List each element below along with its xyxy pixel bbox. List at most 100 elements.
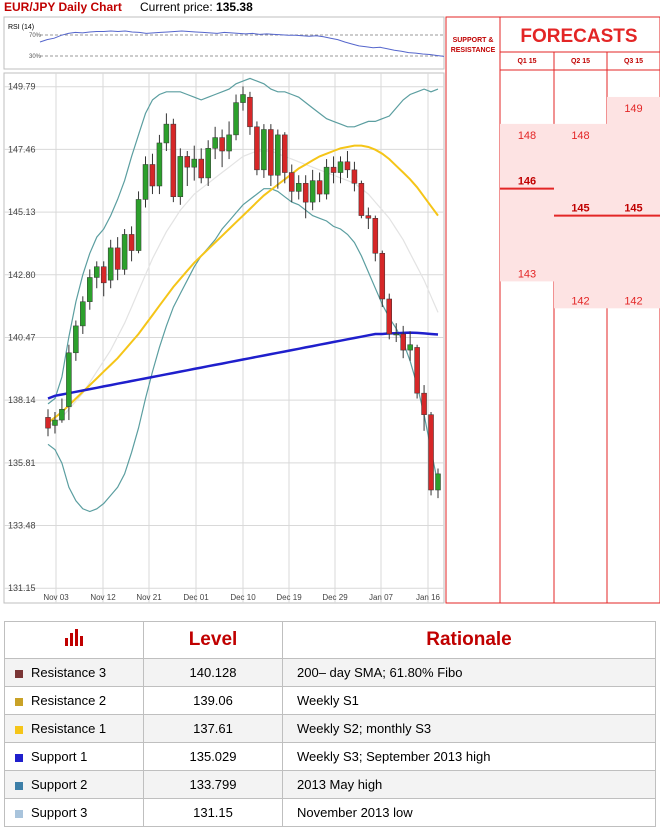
candle-body (344, 161, 351, 171)
x-tick-label: Dec 10 (230, 593, 256, 602)
rsi-level-30-label: 30% (29, 54, 42, 60)
level-swatch (15, 725, 23, 734)
table-row: Support 1 135.029 Weekly S3; September 201… (4, 742, 656, 771)
y-tick-label: 138.14 (8, 395, 36, 405)
row-name-text: Support 1 (31, 749, 88, 764)
candle-body (282, 134, 288, 173)
row-rationale: November 2013 low (282, 798, 656, 827)
row-name-text: Resistance 1 (31, 721, 107, 736)
x-tick-label: Dec 29 (322, 593, 348, 602)
row-level: 135.029 (143, 742, 283, 771)
candle-body (149, 164, 156, 187)
forecast-main-label: 145 (624, 203, 642, 215)
forecast-low-label: 143 (518, 268, 536, 280)
table-header-rationale: Rationale (282, 621, 656, 659)
candle-body (233, 102, 239, 136)
forecast-range (500, 123, 554, 282)
table-row: Resistance 3 140.128 200– day SMA; 61.80% … (4, 658, 656, 687)
forecast-main-label: 146 (518, 176, 536, 188)
candle-body (100, 266, 107, 284)
table-row: Resistance 2 139.06 Weekly S1 (4, 686, 656, 715)
candle-body (435, 473, 441, 491)
level-swatch (15, 669, 23, 678)
candle-body (240, 94, 246, 103)
candle-body (184, 156, 191, 168)
current-price: Current price: 135.38 (140, 0, 253, 14)
candle-body (52, 419, 58, 426)
candle-body (358, 183, 365, 216)
row-name: Support 1 (4, 742, 144, 771)
forecast-quarter: Q3 15 (624, 58, 643, 65)
candle-body (219, 137, 225, 152)
forecast-low-label: 142 (624, 295, 642, 307)
y-tick-label: 131.15 (8, 583, 36, 593)
candle-body (156, 142, 163, 187)
x-tick-label: Dec 01 (183, 593, 209, 602)
current-price-label: Current price: (140, 0, 213, 14)
candle-body (170, 123, 177, 198)
candle-body (254, 126, 260, 171)
x-tick-label: Jan 07 (369, 593, 394, 602)
support-header-line-1: SUPPORT & (453, 37, 494, 44)
forecast-low-label: 142 (571, 295, 589, 307)
row-rationale: Weekly S2; monthly S3 (282, 714, 656, 743)
price-panel (3, 72, 445, 604)
candle-body (414, 347, 420, 394)
candle-body (212, 137, 218, 149)
row-name: Resistance 2 (4, 686, 144, 715)
row-rationale: 200– day SMA; 61.80% Fibo (282, 658, 656, 687)
candle-body (386, 298, 392, 335)
forecast-high-label: 148 (518, 130, 536, 142)
table-header-icon (4, 621, 144, 659)
x-tick-label: Nov 12 (90, 593, 116, 602)
current-price-value: 135.38 (216, 0, 253, 14)
candle-body (393, 333, 399, 336)
level-swatch (15, 753, 23, 762)
series-line-bollinger-lower (47, 188, 439, 513)
y-tick-label: 133.48 (8, 521, 36, 531)
row-level: 140.128 (143, 658, 283, 687)
candle-body (268, 129, 274, 176)
candle-body (73, 325, 79, 354)
candle-body (275, 134, 281, 176)
candle-body (59, 409, 65, 421)
candle-body (198, 158, 204, 179)
y-tick-label: 147.46 (8, 144, 36, 154)
candle-body (309, 180, 316, 203)
candle-body (330, 166, 337, 173)
candle-body (45, 417, 51, 429)
candle-body (323, 166, 330, 195)
candle-body (135, 199, 142, 251)
table-row: Support 3 131.15 November 2013 low (4, 798, 656, 827)
row-level: 133.799 (143, 770, 283, 799)
x-tick-label: Jan 16 (416, 593, 441, 602)
forecast-range (607, 96, 660, 309)
forecast-high-label: 149 (624, 103, 642, 115)
table-header-level: Level (143, 621, 283, 659)
row-rationale: Weekly S3; September 2013 high (282, 742, 656, 771)
series-line-bollinger-upper (47, 77, 439, 405)
rsi-label: RSI (14) (8, 24, 34, 31)
y-tick-label: 145.13 (8, 207, 36, 217)
level-swatch (15, 781, 23, 790)
table-row: Support 2 133.799 2013 May high (4, 770, 656, 799)
row-name: Resistance 1 (4, 714, 144, 743)
y-tick-label: 142.80 (8, 270, 36, 280)
row-name: Resistance 3 (4, 658, 144, 687)
y-tick-label: 149.79 (8, 82, 36, 92)
x-tick-label: Nov 21 (136, 593, 162, 602)
y-tick-label: 135.81 (8, 458, 36, 468)
candle-body (428, 414, 434, 491)
x-tick-label: Dec 19 (276, 593, 302, 602)
candle-body (351, 169, 358, 184)
level-swatch (15, 809, 23, 818)
candle-body (379, 253, 386, 300)
forecast-title: FORECASTS (520, 26, 637, 47)
candle-body (94, 266, 100, 278)
candle-body (205, 148, 211, 179)
row-level: 137.61 (143, 714, 283, 743)
candle-body (128, 234, 135, 251)
chart-canvas: RSI (14) 70% 30% 149.79 147.46 145.13 142.8… (3, 16, 660, 604)
candle-body (226, 134, 232, 152)
candle-body (163, 123, 170, 144)
